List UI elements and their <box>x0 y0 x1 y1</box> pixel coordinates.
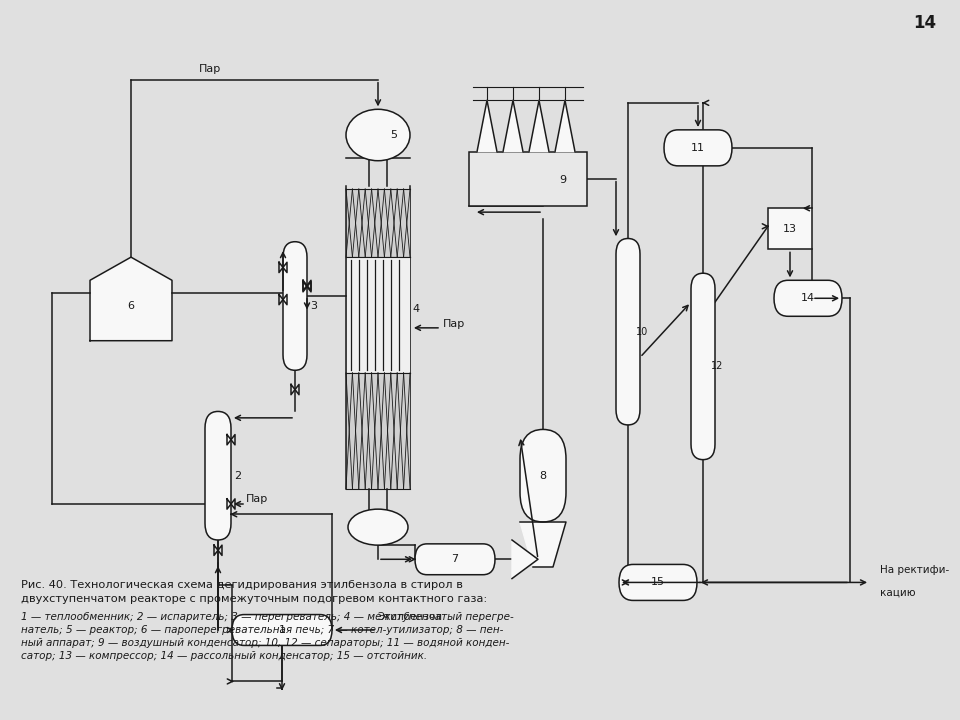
Bar <box>346 373 410 489</box>
Text: кацию: кацию <box>880 588 916 598</box>
FancyBboxPatch shape <box>619 564 697 600</box>
FancyBboxPatch shape <box>774 280 842 316</box>
Ellipse shape <box>346 109 410 161</box>
Text: 1: 1 <box>278 625 285 635</box>
Text: 15: 15 <box>651 577 665 588</box>
Bar <box>346 189 410 257</box>
Text: 14: 14 <box>913 14 937 32</box>
Text: Пар: Пар <box>443 319 466 329</box>
FancyBboxPatch shape <box>616 238 640 425</box>
Text: сатор; 13 — компрессор; 14 — рассольный конденсатор; 15 — отстойник.: сатор; 13 — компрессор; 14 — рассольный … <box>21 651 427 661</box>
Polygon shape <box>503 100 523 152</box>
Text: 11: 11 <box>691 143 705 153</box>
Polygon shape <box>555 100 575 152</box>
Ellipse shape <box>348 509 408 545</box>
Text: На ректифи-: На ректифи- <box>880 564 949 575</box>
Text: Пар: Пар <box>199 64 221 74</box>
Text: двухступенчатом реакторе с промежуточным подогревом контактного газа:: двухступенчатом реакторе с промежуточным… <box>21 594 488 604</box>
Text: 1 — теплообменник; 2 — испаритель; 3 — перегреватель; 4 — межступенчатый перегре: 1 — теплообменник; 2 — испаритель; 3 — п… <box>21 612 514 622</box>
FancyBboxPatch shape <box>664 130 732 166</box>
Text: Этилбензол: Этилбензол <box>377 612 442 622</box>
Polygon shape <box>90 257 172 341</box>
FancyBboxPatch shape <box>283 242 307 370</box>
FancyBboxPatch shape <box>415 544 495 575</box>
Text: 6: 6 <box>128 301 134 310</box>
Text: Пар: Пар <box>246 494 268 504</box>
Text: натель; 5 — реактор; 6 — пароперегревательная печь; 7 — котел-утилизатор; 8 — пе: натель; 5 — реактор; 6 — пароперегревате… <box>21 625 503 635</box>
Bar <box>469 152 587 206</box>
Polygon shape <box>512 540 538 579</box>
Text: 2: 2 <box>234 471 241 481</box>
Text: 8: 8 <box>540 471 546 481</box>
Text: ный аппарат; 9 — воздушный конденсатор; 10, 12 — сепараторы; 11 — водяной конден: ный аппарат; 9 — воздушный конденсатор; … <box>21 638 510 648</box>
Polygon shape <box>520 522 566 567</box>
Text: 5: 5 <box>391 130 397 140</box>
Text: 3: 3 <box>310 301 317 311</box>
Text: 4: 4 <box>413 304 420 314</box>
FancyBboxPatch shape <box>691 273 715 459</box>
Text: Рис. 40. Технологическая схема дегидрирования этилбензола в стирол в: Рис. 40. Технологическая схема дегидриро… <box>21 580 463 590</box>
Bar <box>768 208 812 249</box>
Text: 7: 7 <box>451 554 459 564</box>
FancyBboxPatch shape <box>205 411 231 540</box>
Text: 10: 10 <box>636 327 648 337</box>
Text: 9: 9 <box>560 175 566 185</box>
Text: 12: 12 <box>710 361 723 372</box>
Bar <box>346 257 410 373</box>
Polygon shape <box>477 100 497 152</box>
FancyBboxPatch shape <box>232 615 332 645</box>
Polygon shape <box>529 100 549 152</box>
FancyBboxPatch shape <box>520 429 566 522</box>
Text: 14: 14 <box>801 293 815 303</box>
Text: 13: 13 <box>783 224 797 234</box>
